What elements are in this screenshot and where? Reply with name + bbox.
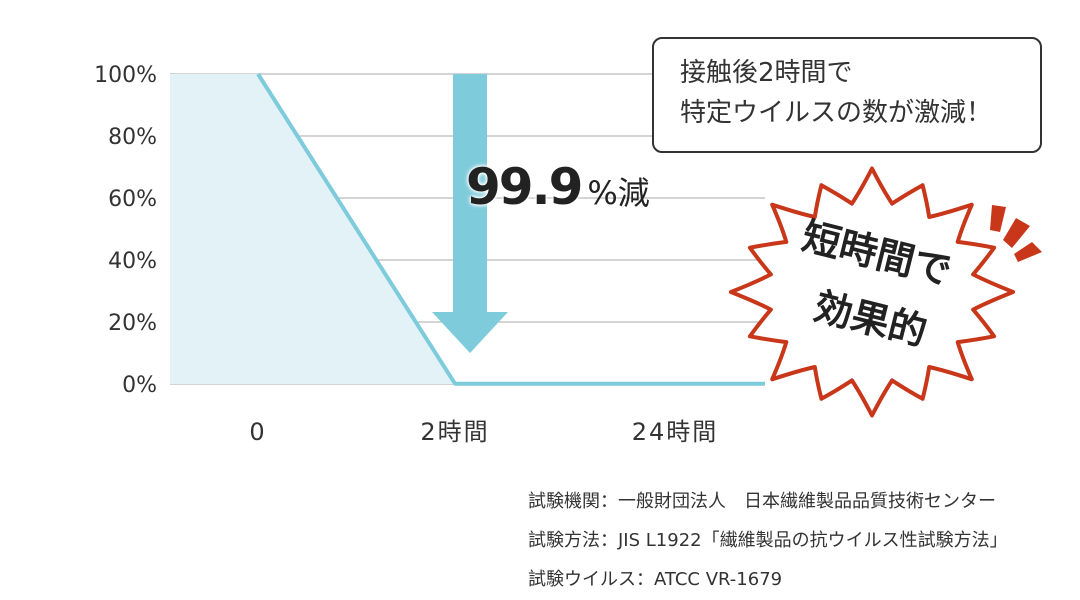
- y-tick-label: 100%: [94, 63, 157, 88]
- burst-shape: [728, 166, 1016, 418]
- source-test-method: 試験方法：JIS L1922「繊維製品の抗ウイルス性試験方法」: [528, 530, 1008, 551]
- y-tick-label: 0%: [122, 373, 157, 398]
- y-tick-label: 60%: [108, 187, 157, 212]
- x-category-label: 0: [249, 418, 266, 446]
- series-area: [170, 74, 765, 384]
- emphasis-marks: [990, 205, 1042, 262]
- y-tick-label: 40%: [108, 249, 157, 274]
- emphasis-mark: [1003, 218, 1030, 248]
- x-category-label: 24時間: [632, 418, 719, 446]
- y-tick-label: 20%: [108, 311, 157, 336]
- reduction-unit: %減: [587, 174, 650, 212]
- series-line: [256, 72, 765, 386]
- y-axis-ticks: 100% 80% 60% 40% 20% 0%: [94, 63, 157, 398]
- x-axis-categories: 0 2時間 24時間: [249, 418, 719, 446]
- source-test-institution: 試験機関：一般財団法人 日本繊維製品品質技術センター: [528, 491, 996, 512]
- reduction-arrow: [432, 74, 508, 353]
- callout-box: 接触後2時間で 特定ウイルスの数が激減！: [652, 37, 1042, 153]
- emphasis-mark: [1014, 242, 1042, 262]
- y-tick-label: 80%: [108, 125, 157, 150]
- reduction-label: 99.9 %減: [466, 158, 650, 228]
- callout-line-2: 特定ウイルスの数が激減！: [680, 98, 993, 128]
- x-category-label: 2時間: [420, 418, 489, 446]
- test-sources: 試験機関：一般財団法人 日本繊維製品品質技術センター 試験方法：JIS L192…: [528, 482, 1008, 599]
- reduction-value: 99.9: [466, 158, 583, 216]
- series: [170, 72, 765, 386]
- burst-badge: 短時間で 効果的: [728, 166, 1042, 418]
- source-test-virus: 試験ウイルス：ATCC VR-1679: [528, 569, 783, 590]
- emphasis-mark: [990, 205, 1006, 232]
- down-arrow: [432, 74, 508, 353]
- callout-line-1: 接触後2時間で: [680, 58, 853, 88]
